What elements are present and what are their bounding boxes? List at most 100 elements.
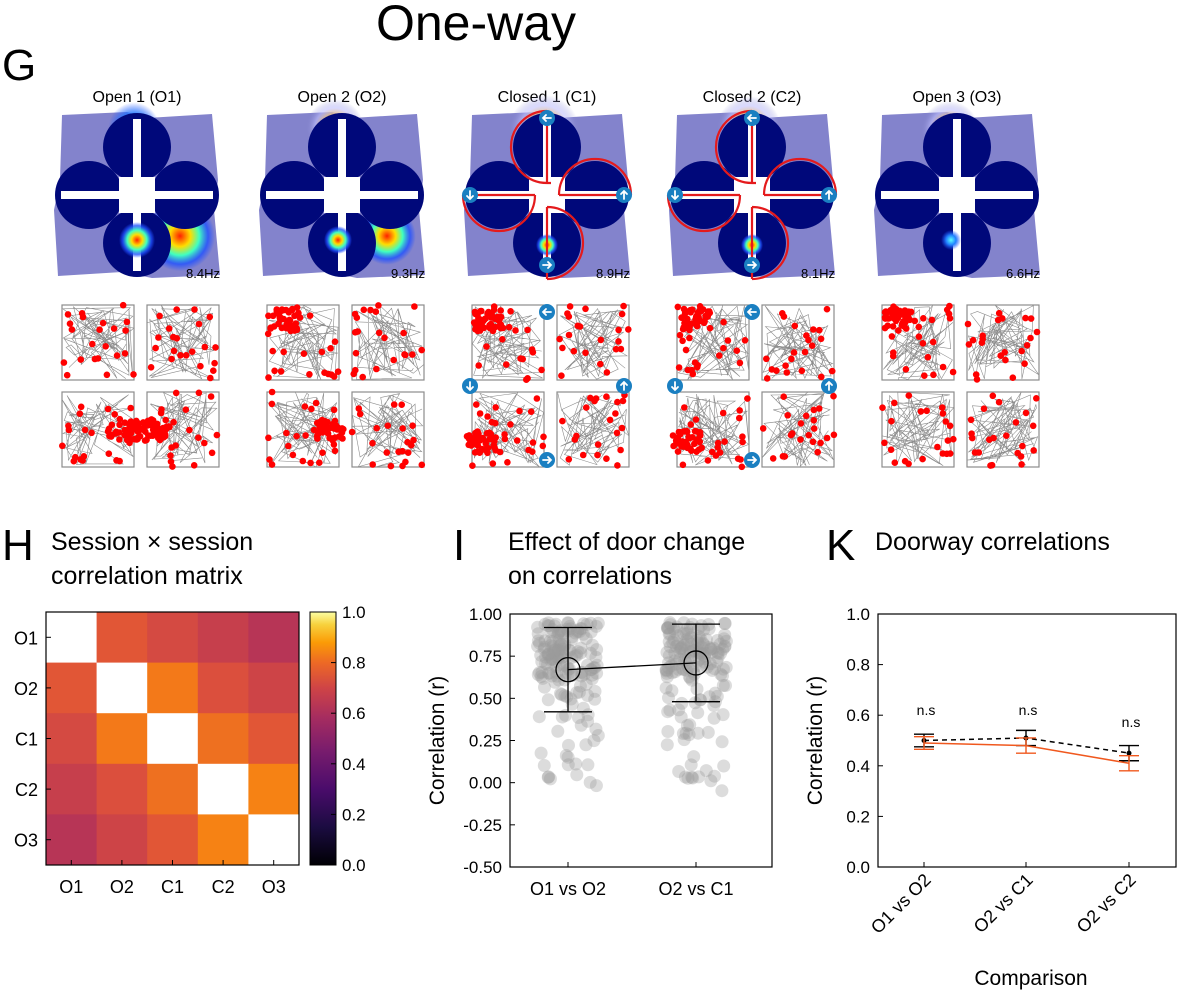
spike-dot [387,462,395,470]
trajectory-box [471,304,545,381]
spike-dot [162,416,169,424]
spike-dot [681,404,688,411]
correlation-point [686,771,700,785]
correlation-point [677,733,691,747]
spike-dot [1033,395,1040,402]
spike-dot [469,462,476,470]
correlation-point [668,646,682,660]
correlation-point [545,652,559,666]
spike-dot [708,448,716,456]
correlation-point [696,636,710,650]
correlation-point [699,633,713,647]
correlation-point [573,679,587,693]
correlation-point [565,633,579,646]
spike-dot [330,373,338,380]
spike-dot [688,320,696,327]
correlation-point [574,718,588,732]
spike-dot [283,429,290,437]
spike-dot [489,460,497,467]
correlation-point [660,645,674,659]
correlation-point [659,663,673,677]
spike-dot [693,448,700,456]
spike-dot [1019,442,1026,450]
spike-dot [473,401,480,408]
trajectory-path [351,393,424,468]
spike-dot [965,341,973,348]
correlation-point [551,628,565,642]
trajectory-box [881,391,955,468]
spike-dot [987,462,994,469]
spike-dot [77,403,85,411]
spike-dot [142,428,149,436]
spike-dot [582,305,589,313]
spike-dot [787,431,795,439]
y-tick-label: -0.50 [463,858,502,877]
correlation-point [704,642,718,656]
spike-dot [289,451,297,459]
spike-dot [375,302,382,309]
spike-dot [539,442,547,450]
spike-dot [782,362,789,370]
spike-dot [538,366,545,374]
matrix-cell [46,662,98,714]
spike-dot [972,371,980,378]
correlation-point [678,770,692,784]
matrix-cell [147,612,199,664]
correlation-point [564,622,577,636]
spike-dot [704,457,712,464]
correlation-point [718,616,732,630]
spike-dot [478,307,485,315]
spike-dot [105,425,113,433]
correlation-point [585,672,599,686]
spike-dot [674,448,682,455]
correlation-point [549,655,563,669]
spike-dot [172,442,179,449]
correlation-point [542,770,556,784]
spike-dot [276,313,284,320]
correlation-point [545,669,559,683]
quadrant-top [137,113,171,181]
spike-dot [1009,374,1017,382]
spike-dot [197,362,204,370]
spike-dot [1012,419,1020,426]
correlation-point [687,667,701,681]
spike-dot [921,372,928,380]
correlation-point [581,714,595,728]
spike-dot [739,438,746,446]
spike-dot [895,327,902,334]
door-title-line2: on correlations [508,562,672,590]
spike-dot [264,330,272,338]
correlation-point [683,718,697,732]
correlation-point [691,726,705,740]
correlation-point [541,658,554,671]
spike-dot [411,303,418,310]
door-arrow-icon [616,187,632,203]
correlation-point [547,644,561,658]
spike-dot [418,461,426,469]
spike-dot [881,439,888,447]
spike-dot [271,367,278,375]
quadrant-left [875,161,943,195]
trajectory-box [676,304,750,381]
correlation-point [661,621,675,635]
correlation-point [664,618,678,632]
correlation-point [537,642,551,656]
spike-dot [570,347,578,355]
mean-marker [683,650,709,676]
trajectory-box [266,304,340,381]
correlation-point [561,616,575,630]
correlation-point [542,647,556,661]
y-tick-label: 0.2 [846,807,870,826]
correlation-point [581,689,594,702]
correlation-point [718,628,732,642]
spike-dot [471,449,479,456]
correlation-point [691,636,705,650]
spike-dot [917,408,925,415]
spike-dot [814,448,821,456]
spike-dot [60,359,68,366]
door-arrow-icon [744,304,760,320]
door-arrow-icon [667,187,683,203]
correlation-point [541,619,555,633]
spike-dot [285,442,292,450]
spike-dot [979,332,986,340]
